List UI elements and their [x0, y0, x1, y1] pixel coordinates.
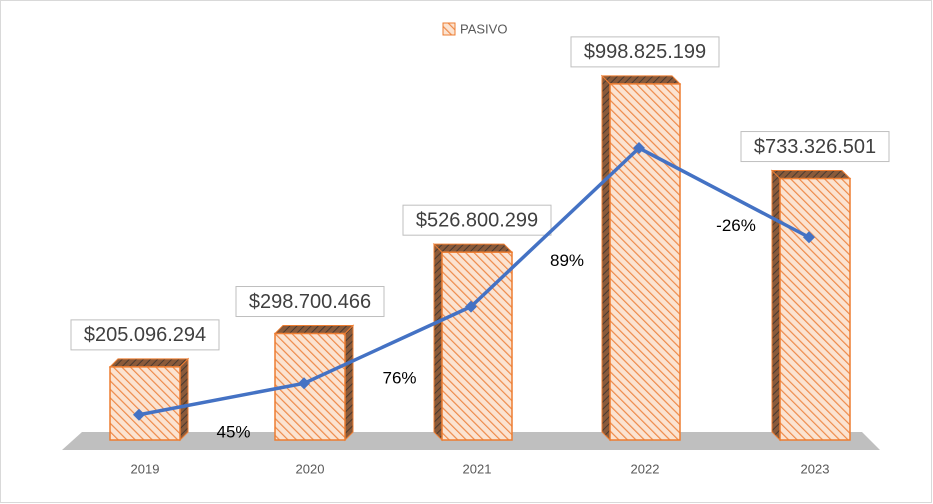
- value-label: $998.825.199: [584, 41, 706, 63]
- value-label: $205.096.294: [84, 324, 206, 346]
- value-label: $526.800.299: [416, 209, 538, 231]
- bar: [109, 366, 181, 441]
- bar-top: [432, 243, 514, 253]
- value-label-box: [235, 286, 385, 318]
- bar-top: [770, 170, 852, 180]
- x-tick-label: 2022: [631, 461, 660, 476]
- x-tick-label: 2019: [131, 461, 160, 476]
- line-marker: [633, 142, 645, 155]
- bar-side: [601, 74, 611, 442]
- bar-top: [600, 75, 682, 85]
- line-marker: [133, 408, 145, 421]
- growth-label: 45%: [216, 423, 250, 442]
- value-label-box: [740, 131, 890, 163]
- bar-side: [179, 357, 189, 442]
- value-label: $298.700.466: [249, 291, 371, 313]
- bar: [609, 83, 681, 441]
- x-tick-label: 2020: [296, 461, 325, 476]
- growth-label: -26%: [716, 216, 756, 235]
- bar: [441, 251, 513, 441]
- line-marker: [298, 377, 310, 390]
- bar-side: [344, 324, 354, 442]
- bar: [779, 177, 851, 441]
- x-tick-label: 2023: [801, 461, 830, 476]
- value-label-box: [70, 319, 220, 351]
- bar-top: [273, 325, 355, 335]
- bar: [274, 332, 346, 441]
- line-marker: [803, 231, 815, 244]
- value-label: $733.326.501: [754, 136, 876, 158]
- bar-side: [433, 242, 443, 442]
- value-label-box: [570, 36, 720, 68]
- value-label-box: [402, 204, 552, 236]
- bar-top: [108, 358, 190, 368]
- growth-label: 76%: [382, 368, 416, 387]
- growth-label: 89%: [550, 251, 584, 270]
- line-marker: [465, 300, 477, 313]
- bar-side: [771, 169, 781, 442]
- legend-label: PASIVO: [460, 21, 507, 36]
- legend-swatch: [442, 22, 456, 36]
- x-tick-label: 2021: [463, 461, 492, 476]
